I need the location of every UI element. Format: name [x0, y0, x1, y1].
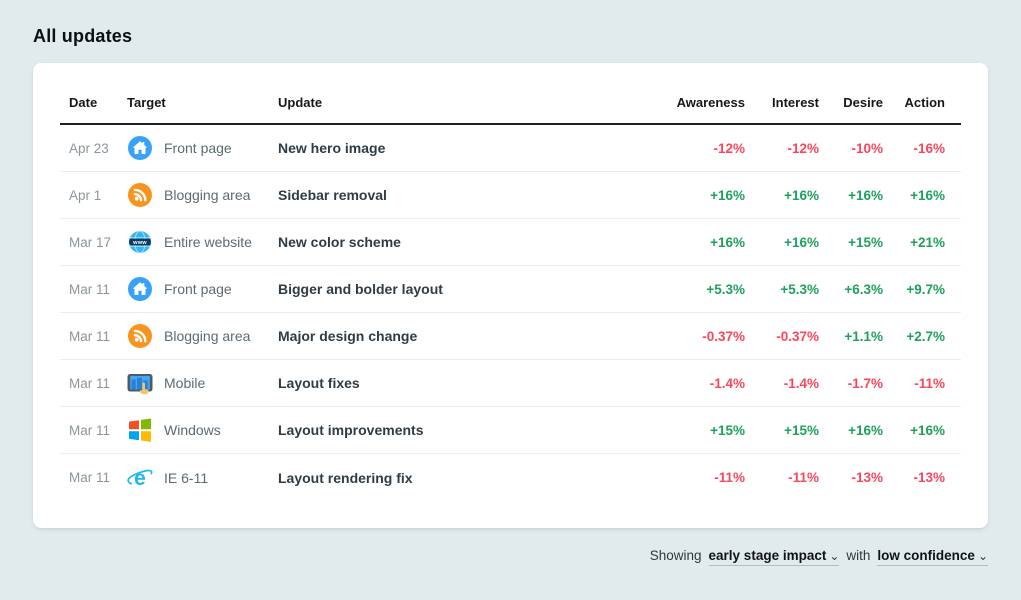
table-row[interactable]: Apr 23 Front page New hero image -12% -1… — [60, 125, 961, 172]
interest-value: +16% — [784, 187, 819, 203]
update-date: Mar 17 — [69, 234, 112, 250]
rss-icon — [127, 183, 153, 207]
desire-value: -1.7% — [847, 375, 883, 391]
confidence-dropdown[interactable]: low confidence ⌄ — [877, 548, 988, 566]
target-label: Blogging area — [164, 187, 251, 203]
update-title: Layout fixes — [278, 375, 360, 391]
update-date: Apr 23 — [69, 140, 109, 156]
awareness-value: +5.3% — [706, 281, 745, 297]
update-title: New hero image — [278, 140, 386, 156]
table-header-row: Date Target Update Awareness Interest De… — [60, 63, 961, 125]
windows-icon — [127, 418, 153, 442]
update-date: Mar 11 — [69, 281, 111, 297]
awareness-value: -0.37% — [702, 328, 745, 344]
interest-value: +16% — [784, 234, 819, 250]
update-date: Mar 11 — [69, 422, 111, 438]
showing-label: Showing — [649, 548, 702, 563]
table-row[interactable]: Mar 11 Windows Layout improvements +15% … — [60, 407, 961, 454]
update-title: Bigger and bolder layout — [278, 281, 443, 297]
table-row[interactable]: Apr 1 Blogging area Sidebar removal +16%… — [60, 172, 961, 219]
desire-value: -13% — [851, 470, 883, 485]
home-icon — [127, 277, 153, 301]
column-header-action: Action — [904, 95, 945, 110]
chevron-down-icon: ⌄ — [977, 549, 988, 563]
update-title: New color scheme — [278, 234, 401, 250]
interest-value: -12% — [787, 140, 819, 156]
action-value: +21% — [910, 234, 945, 250]
updates-card: Date Target Update Awareness Interest De… — [33, 63, 988, 528]
home-icon — [127, 136, 153, 160]
update-title: Major design change — [278, 328, 418, 344]
target-label: Blogging area — [164, 328, 251, 344]
table-row[interactable]: Mar 17 Entire website New color scheme +… — [60, 219, 961, 266]
update-title: Sidebar removal — [278, 187, 387, 203]
action-value: -16% — [913, 140, 945, 156]
column-header-date: Date — [69, 95, 98, 110]
update-date: Mar 11 — [69, 328, 111, 344]
desire-value: +6.3% — [844, 281, 883, 297]
table-row[interactable]: Mar 11 Blogging area Major design change… — [60, 313, 961, 360]
desire-value: -10% — [851, 140, 883, 156]
mobile-icon — [127, 371, 153, 395]
desire-value: +16% — [848, 187, 883, 203]
action-value: -13% — [913, 470, 945, 485]
chevron-down-icon: ⌄ — [829, 549, 840, 563]
awareness-value: +16% — [710, 187, 745, 203]
display-options-bar: Showing early stage impact ⌄ with low con… — [650, 548, 988, 566]
page-title: All updates — [33, 26, 133, 46]
column-header-desire: Desire — [843, 95, 883, 110]
update-date: Mar 11 — [69, 375, 111, 391]
interest-value: -11% — [788, 470, 819, 485]
column-header-interest: Interest — [772, 95, 819, 110]
action-value: -11% — [914, 375, 945, 391]
awareness-value: +16% — [710, 234, 745, 250]
update-title: Layout improvements — [278, 422, 424, 438]
awareness-value: -1.4% — [709, 375, 745, 391]
table-row[interactable]: Mar 11 IE 6-11 Layout rendering fix -11%… — [60, 454, 961, 501]
update-date: Mar 11 — [69, 470, 111, 485]
awareness-value: -11% — [714, 470, 745, 485]
action-value: +2.7% — [906, 328, 945, 344]
column-header-update: Update — [278, 95, 323, 110]
update-title: Layout rendering fix — [278, 469, 413, 486]
column-header-awareness: Awareness — [676, 95, 745, 110]
target-label: Entire website — [164, 234, 252, 250]
action-value: +9.7% — [906, 281, 945, 297]
impact-stage-dropdown[interactable]: early stage impact ⌄ — [708, 548, 840, 566]
target-label: Front page — [164, 281, 232, 297]
table-row[interactable]: Mar 11 Front page Bigger and bolder layo… — [60, 266, 961, 313]
rss-icon — [127, 324, 153, 348]
target-label: Windows — [164, 422, 221, 438]
column-header-target: Target — [127, 95, 166, 110]
action-value: +16% — [910, 187, 945, 203]
desire-value: +15% — [848, 234, 883, 250]
action-value: +16% — [910, 422, 945, 438]
table-row[interactable]: Mar 11 Mobile Layout fixes -1.4% -1.4% -… — [60, 360, 961, 407]
with-label: with — [846, 548, 871, 563]
interest-value: +15% — [784, 422, 819, 438]
desire-value: +1.1% — [844, 328, 883, 344]
awareness-value: +15% — [710, 422, 745, 438]
interest-value: +5.3% — [780, 281, 819, 297]
interest-value: -0.37% — [776, 328, 819, 344]
globe-icon — [127, 230, 153, 254]
target-label: IE 6-11 — [164, 469, 209, 486]
update-date: Apr 1 — [69, 187, 102, 203]
desire-value: +16% — [848, 422, 883, 438]
awareness-value: -12% — [713, 140, 745, 156]
interest-value: -1.4% — [783, 375, 819, 391]
target-label: Mobile — [164, 375, 206, 391]
target-label: Front page — [164, 140, 232, 156]
internet-explorer-icon — [127, 465, 153, 490]
